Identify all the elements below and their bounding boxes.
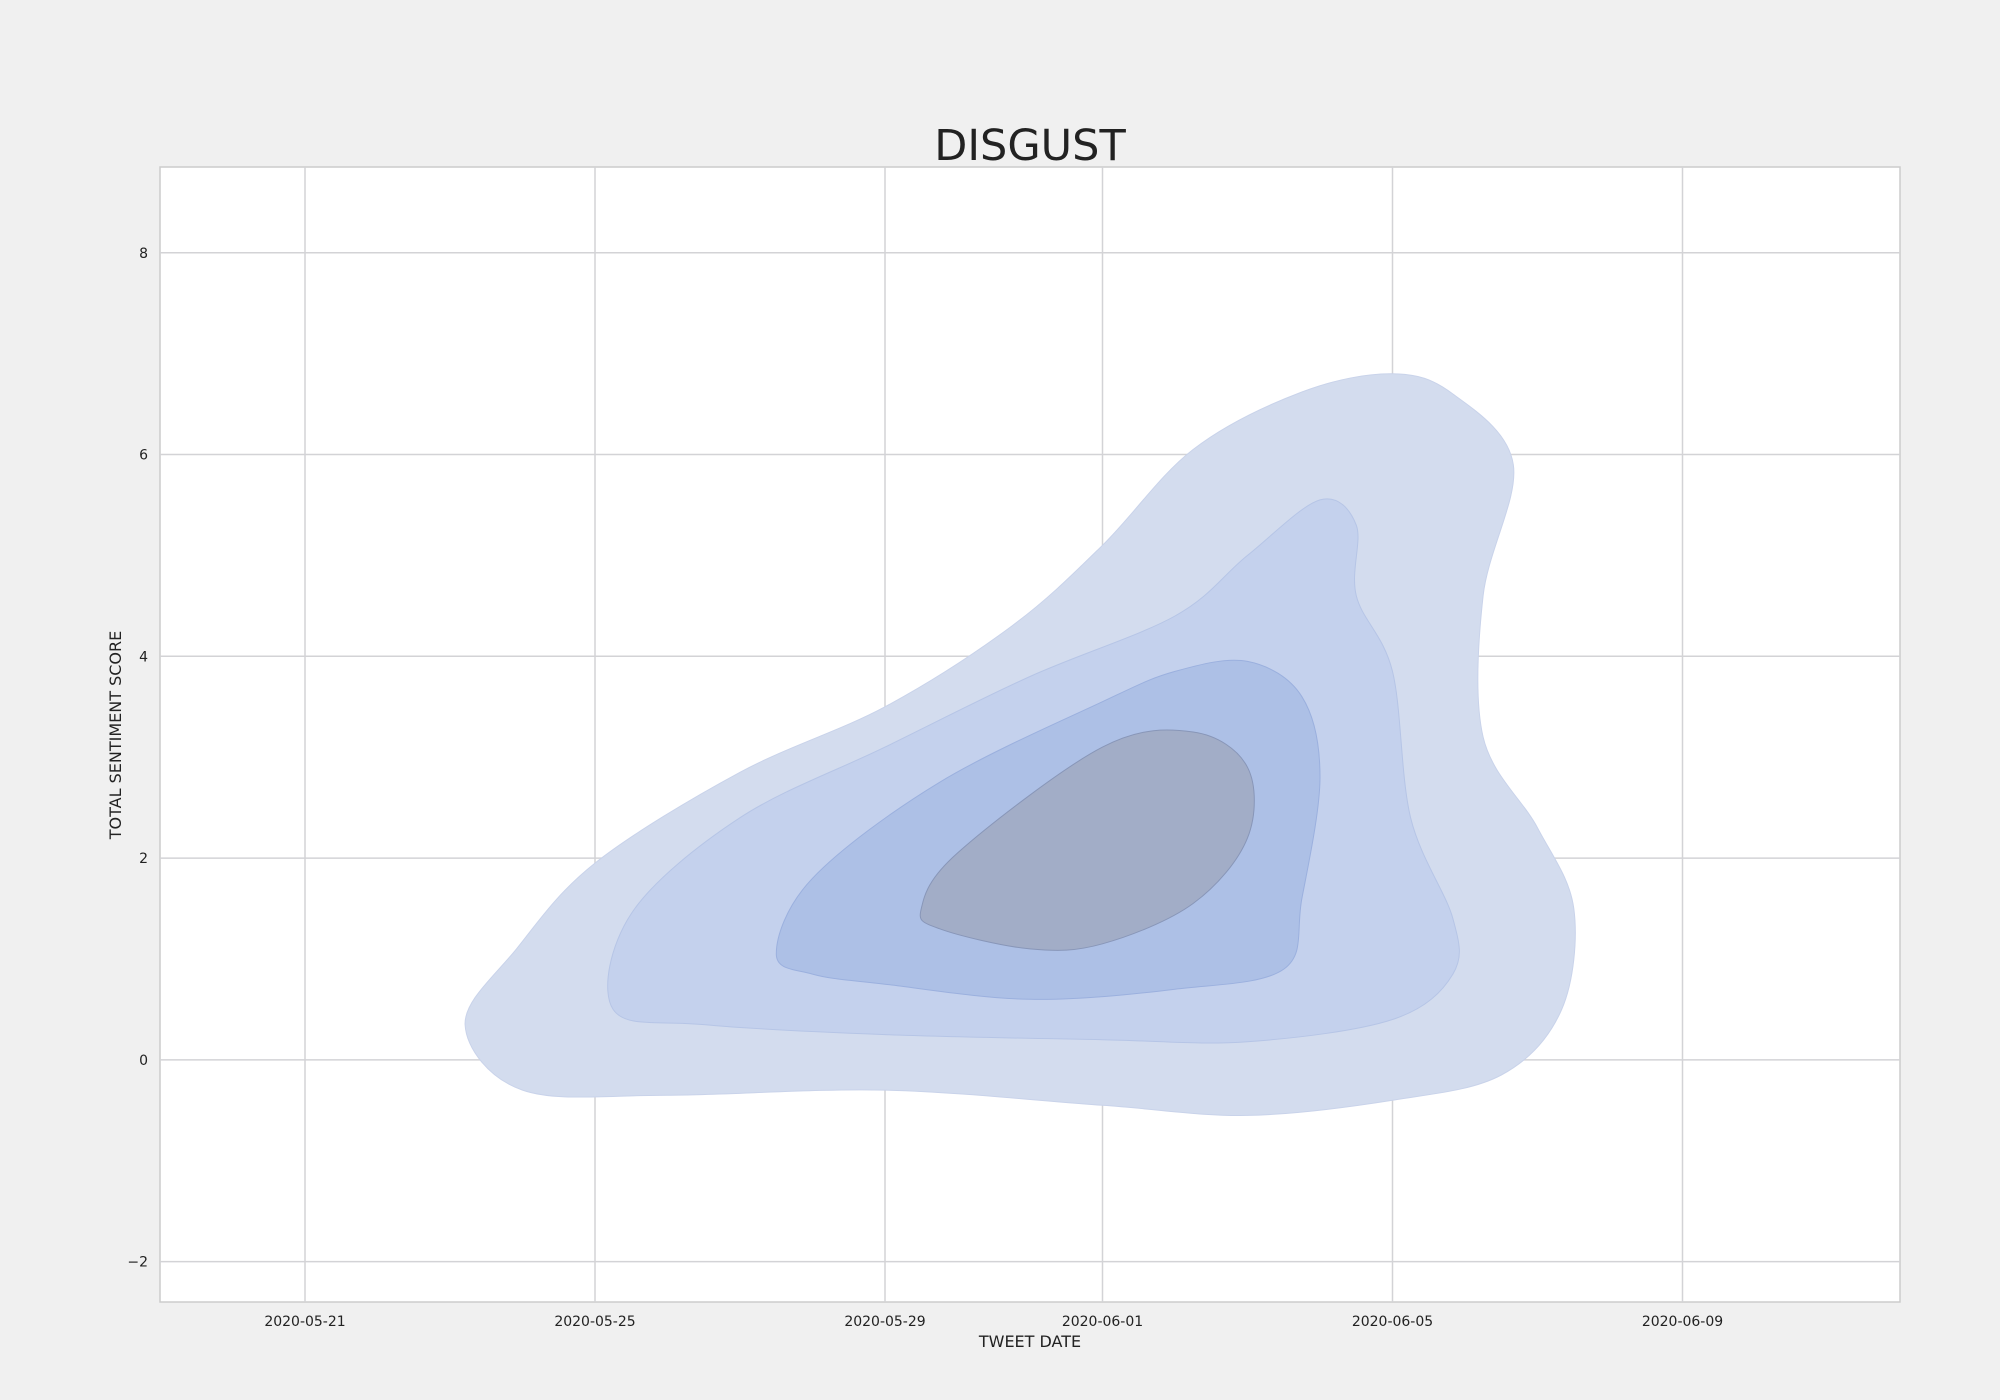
y-tick-label: 2 — [139, 851, 148, 867]
y-tick-label: 8 — [139, 246, 148, 262]
x-tick-label: 2020-06-09 — [1642, 1314, 1723, 1330]
chart-title: DISGUST — [934, 121, 1126, 171]
x-tick-label: 2020-06-01 — [1062, 1314, 1143, 1330]
y-tick-labels: −2 0 2 4 6 8 — [127, 246, 148, 1271]
x-tick-label: 2020-05-29 — [844, 1314, 925, 1330]
y-tick-label: 0 — [139, 1053, 148, 1069]
density-contours — [464, 373, 1576, 1116]
y-axis-label: TOTAL SENTIMENT SCORE — [106, 631, 125, 840]
x-tick-label: 2020-06-05 — [1352, 1314, 1433, 1330]
x-axis-label: TWEET DATE — [978, 1332, 1081, 1351]
x-tick-label: 2020-05-25 — [554, 1314, 635, 1330]
y-tick-label: −2 — [127, 1255, 148, 1271]
y-tick-label: 4 — [139, 649, 148, 665]
y-tick-label: 6 — [139, 448, 148, 464]
density-contour-level-4 — [919, 729, 1255, 951]
x-tick-labels: 2020-05-21 2020-05-25 2020-05-29 2020-06-01… — [264, 1314, 1723, 1330]
x-tick-label: 2020-05-21 — [264, 1314, 345, 1330]
